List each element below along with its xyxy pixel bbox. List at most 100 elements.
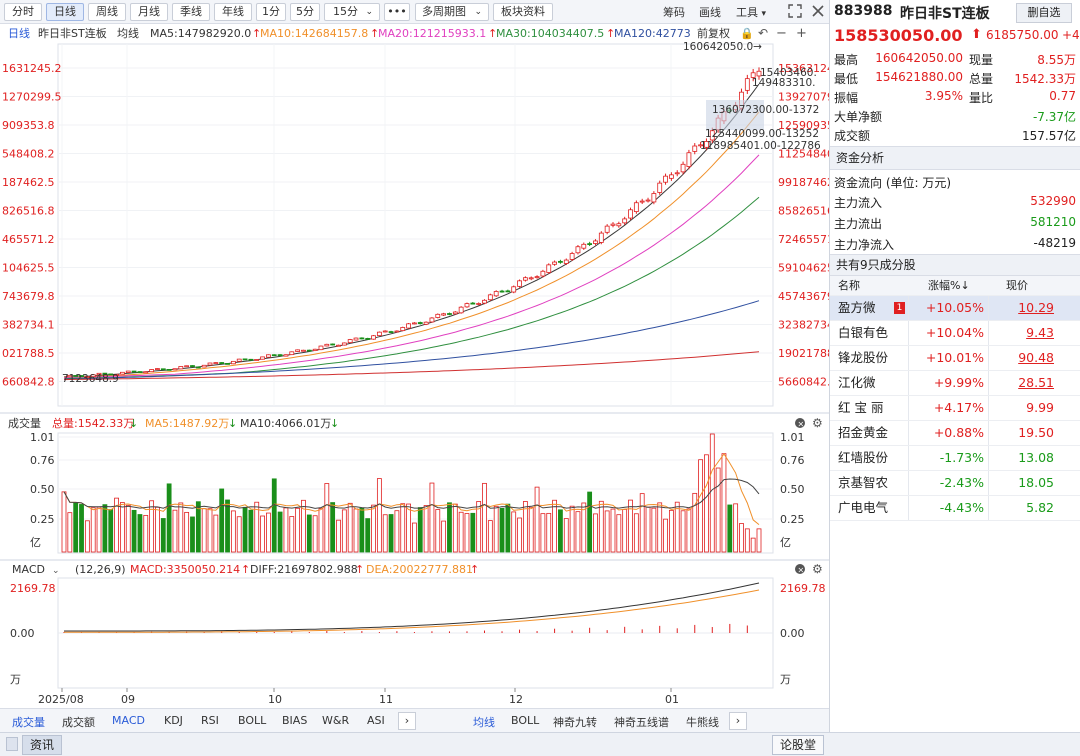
cell-divider [908, 496, 909, 520]
remove-watchlist-button[interactable]: 删自选 [1016, 3, 1072, 23]
cell-divider [908, 346, 909, 370]
tab-asi[interactable]: ASI [367, 714, 385, 727]
candle-body [686, 152, 692, 167]
candle-body [131, 370, 137, 373]
tab-turnover[interactable]: 成交额 [62, 716, 95, 729]
tab-1min[interactable]: 1分 [256, 3, 286, 21]
volume-bar [324, 483, 330, 553]
close-icon[interactable] [810, 3, 826, 19]
candle-body [680, 163, 686, 173]
lock-icon[interactable]: 🔒 [740, 27, 754, 40]
constituent-row[interactable]: 红 宝 丽 +4.17% 9.99 [830, 396, 1080, 421]
stat-row-amplitude: 振幅 3.95% 量比 0.77 [830, 89, 1080, 108]
macd-y-label-right: 2169.78 [780, 582, 826, 595]
volume-bar [207, 508, 213, 553]
candle-body [301, 349, 306, 352]
tab-kdj[interactable]: KDJ [164, 714, 183, 727]
candle-body [108, 373, 114, 376]
dea-up-arrow: ↑ [470, 563, 479, 576]
constituent-row[interactable]: 红墙股份 -1.73% 13.08 [830, 446, 1080, 471]
volume-bar [295, 507, 301, 553]
turnover-row: 成交额 157.57亿 [830, 127, 1080, 146]
legend-adjust[interactable]: 前复权 [697, 26, 730, 40]
forum-button[interactable]: 论股堂 [772, 735, 824, 755]
zoom-out-icon[interactable]: − [776, 26, 787, 41]
draw-line-button[interactable]: 画线 [699, 6, 721, 19]
scroll-right-icon[interactable]: › [729, 712, 747, 730]
tab-ma[interactable]: 均线 [473, 716, 495, 729]
constituent-row[interactable]: 白银有色 +10.04% 9.43 [830, 321, 1080, 346]
tab-weekly[interactable]: 周线 [88, 3, 126, 21]
constituent-pct: +4.17% [933, 400, 984, 415]
volume-bar [137, 514, 143, 553]
close-macd-icon[interactable] [795, 564, 805, 574]
tab-rsi[interactable]: RSI [201, 714, 219, 727]
constituent-name: 京基智农 [838, 475, 889, 490]
macd-chevron-icon[interactable]: ⌄ [52, 566, 60, 576]
kline-chart-svg[interactable]: 日线 昨日非ST连板 均线 MA5:147982920.0 ↑ MA10:142… [0, 24, 829, 707]
macd-value: MACD:3350050.214 [130, 563, 240, 576]
fund-value: 581210 [1030, 215, 1076, 229]
more-button[interactable]: ••• [384, 3, 410, 21]
tools-button[interactable]: 工具 ▾ [736, 4, 766, 20]
constituent-row[interactable]: 江化微 +9.99% 28.51 [830, 371, 1080, 396]
volume-y-label: 0.50 [30, 483, 55, 496]
tab-yearly[interactable]: 年线 [214, 3, 252, 21]
candle-body [534, 276, 540, 279]
candle-body [96, 372, 102, 376]
constituent-row[interactable]: 广电电气 -4.43% 5.82 [830, 496, 1080, 521]
tab-boll[interactable]: BOLL [238, 714, 267, 727]
price-annotations: 160642050.0→ 15403460.149483310. 136072300… [62, 41, 821, 385]
volume-settings-icon[interactable]: ⚙ [812, 416, 823, 430]
candle-body [628, 209, 633, 219]
fund-analysis-header[interactable]: 资金分析 [830, 146, 1080, 170]
candle-body [622, 218, 628, 224]
tab-volume[interactable]: 成交量 [12, 716, 45, 729]
tab-daily[interactable]: 日线 [46, 3, 84, 21]
constituent-row[interactable]: 锋龙股份 +10.01% 90.48 [830, 346, 1080, 371]
constituent-price: 5.82 [1026, 500, 1054, 515]
candle-body [593, 240, 598, 244]
tab-5min[interactable]: 5分 [290, 3, 320, 21]
volume-bar [674, 501, 680, 553]
toggle-icon[interactable] [6, 737, 18, 751]
volume-bar [546, 512, 552, 553]
tab-macd[interactable]: MACD [112, 714, 145, 727]
macd-title[interactable]: MACD [12, 563, 45, 576]
tab-bias[interactable]: BIAS [282, 714, 308, 727]
multi-period-dropdown[interactable]: 多周期图 ⌄ [415, 3, 489, 21]
candle-body [406, 323, 411, 329]
tab-td9[interactable]: 神奇九转 [553, 716, 597, 729]
volume-ma-lines [63, 453, 760, 525]
tab-15min[interactable]: 15分 ⌄ [324, 3, 380, 21]
zoom-in-icon[interactable]: + [796, 26, 807, 41]
macd-settings-icon[interactable]: ⚙ [812, 562, 823, 576]
volume-bar [633, 513, 639, 553]
tab-wr[interactable]: W&R [322, 714, 350, 727]
news-tab[interactable]: 资讯 [22, 735, 62, 755]
tab-five-lines[interactable]: 神奇五线谱 [614, 716, 669, 729]
close-volume-icon[interactable] [795, 418, 805, 428]
tab-bull-bear[interactable]: 牛熊线 [686, 716, 719, 729]
undo-icon[interactable]: ↶ [758, 26, 768, 40]
tab-monthly[interactable]: 月线 [130, 3, 168, 21]
col-name[interactable]: 名称 [838, 279, 860, 292]
constituent-row[interactable]: 招金黄金 +0.88% 19.50 [830, 421, 1080, 446]
tab-boll-overlay[interactable]: BOLL [511, 714, 540, 727]
volume-bar [499, 507, 505, 553]
sector-info-button[interactable]: 板块资料 [493, 3, 553, 21]
fullscreen-icon[interactable] [787, 3, 803, 19]
constituent-row[interactable]: 盈方微 1 +10.05% 10.29 [830, 296, 1080, 321]
volume-bar [663, 518, 668, 553]
volume-bar [464, 513, 470, 553]
scroll-right-icon[interactable]: › [398, 712, 416, 730]
tab-intraday[interactable]: 分时 [4, 3, 42, 21]
tab-quarterly[interactable]: 季线 [172, 3, 210, 21]
col-pct[interactable]: 涨幅%↓ [928, 279, 970, 292]
constituent-price: 10.29 [1018, 300, 1054, 315]
constituent-row[interactable]: 京基智农 -2.43% 18.05 [830, 471, 1080, 496]
volume-y-label-right: 0.50 [780, 483, 805, 496]
constituent-name: 红墙股份 [838, 450, 889, 465]
chip-button[interactable]: 筹码 [663, 6, 685, 19]
col-price[interactable]: 现价 [1006, 279, 1028, 292]
